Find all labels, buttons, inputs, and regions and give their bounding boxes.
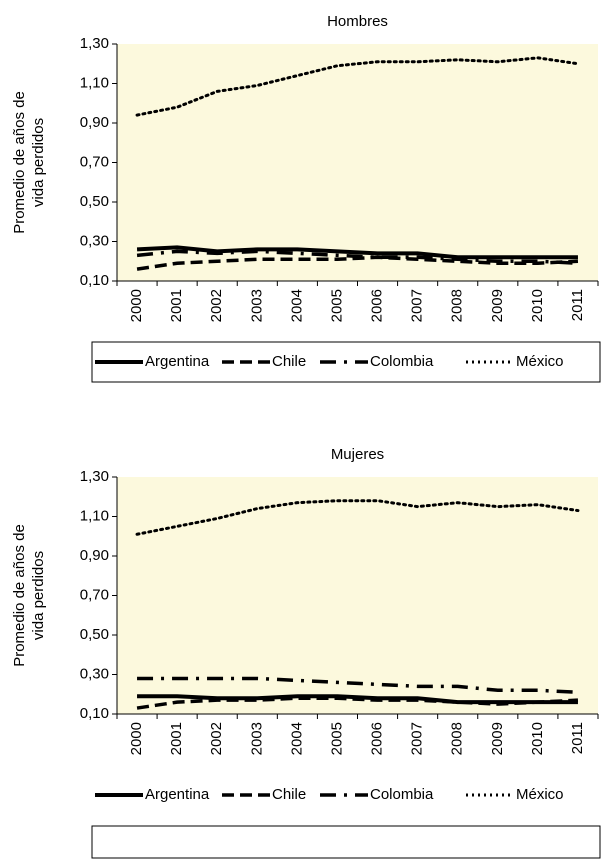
plot-area	[117, 44, 598, 281]
y-tick-label: 1,30	[80, 35, 109, 52]
x-tick-label: 2001	[168, 289, 185, 322]
y-tick-label: 1,10	[80, 507, 109, 524]
x-tick-label: 2011	[569, 289, 586, 321]
y-tick-label: 0,90	[80, 547, 109, 564]
y-tick-label: 0,90	[80, 114, 109, 131]
plot-area	[117, 477, 598, 714]
y-axis-label: vida perdidos	[30, 551, 47, 640]
series-line	[136, 249, 579, 265]
x-tick-label: 2002	[208, 722, 225, 755]
legend-box	[91, 825, 601, 859]
legend-label: Chile	[272, 786, 306, 803]
series-line	[135, 499, 580, 536]
series-line	[136, 245, 578, 260]
legend-label: Colombia	[370, 786, 434, 803]
y-axis-label: Promedio de años de	[11, 91, 28, 234]
y-tick-label: 0,50	[80, 626, 109, 643]
x-tick-label: 2011	[569, 722, 586, 754]
x-tick-label: 2004	[288, 722, 305, 755]
series-line	[136, 255, 579, 271]
chart-title: Hombres	[327, 13, 388, 30]
y-axis-label: vida perdidos	[30, 118, 47, 207]
y-tick-label: 1,30	[80, 468, 109, 485]
y-tick-label: 0,50	[80, 193, 109, 210]
legend: Argentina Chile Colombia México	[91, 341, 601, 383]
series-line	[137, 676, 579, 695]
y-tick-label: 0,10	[80, 272, 109, 289]
legend: Argentina Chile Colombia México	[91, 786, 601, 859]
legend-box	[91, 341, 601, 383]
x-tick-label: 2008	[449, 289, 466, 322]
y-tick-label: 0,70	[80, 586, 109, 603]
x-tick-label: 2008	[449, 722, 466, 755]
chart-title: Mujeres	[331, 446, 384, 463]
series-line	[136, 696, 579, 710]
x-tick-label: 2006	[369, 289, 386, 322]
x-tick-label: 2001	[168, 722, 185, 755]
x-tick-label: 2009	[489, 289, 506, 322]
y-tick-label: 0,30	[80, 232, 109, 249]
legend-label: México	[516, 353, 564, 370]
x-tick-label: 2010	[529, 722, 546, 755]
x-tick-label: 2007	[409, 722, 426, 755]
x-tick-label: 2010	[529, 289, 546, 322]
y-tick-label: 1,10	[80, 74, 109, 91]
x-tick-label: 2004	[288, 289, 305, 322]
x-tick-label: 2005	[328, 289, 345, 322]
y-axis-label: Promedio de años de	[11, 524, 28, 667]
legend-label: Chile	[272, 353, 306, 370]
legend-label: México	[516, 786, 564, 803]
legend-label: Argentina	[145, 786, 210, 803]
legend-label: Argentina	[145, 353, 210, 370]
x-tick-label: 2003	[248, 289, 265, 322]
x-tick-label: 2009	[489, 722, 506, 755]
x-tick-label: 2006	[369, 722, 386, 755]
x-tick-label: 2005	[328, 722, 345, 755]
legend-label: Colombia	[370, 353, 434, 370]
y-tick-label: 0,70	[80, 153, 109, 170]
y-tick-label: 0,10	[80, 705, 109, 722]
x-tick-label: 2003	[248, 722, 265, 755]
series-line	[135, 56, 580, 117]
x-tick-label: 2000	[128, 289, 145, 322]
y-tick-label: 0,30	[80, 665, 109, 682]
x-tick-label: 2000	[128, 722, 145, 755]
x-tick-label: 2007	[409, 289, 426, 322]
x-tick-label: 2002	[208, 289, 225, 322]
